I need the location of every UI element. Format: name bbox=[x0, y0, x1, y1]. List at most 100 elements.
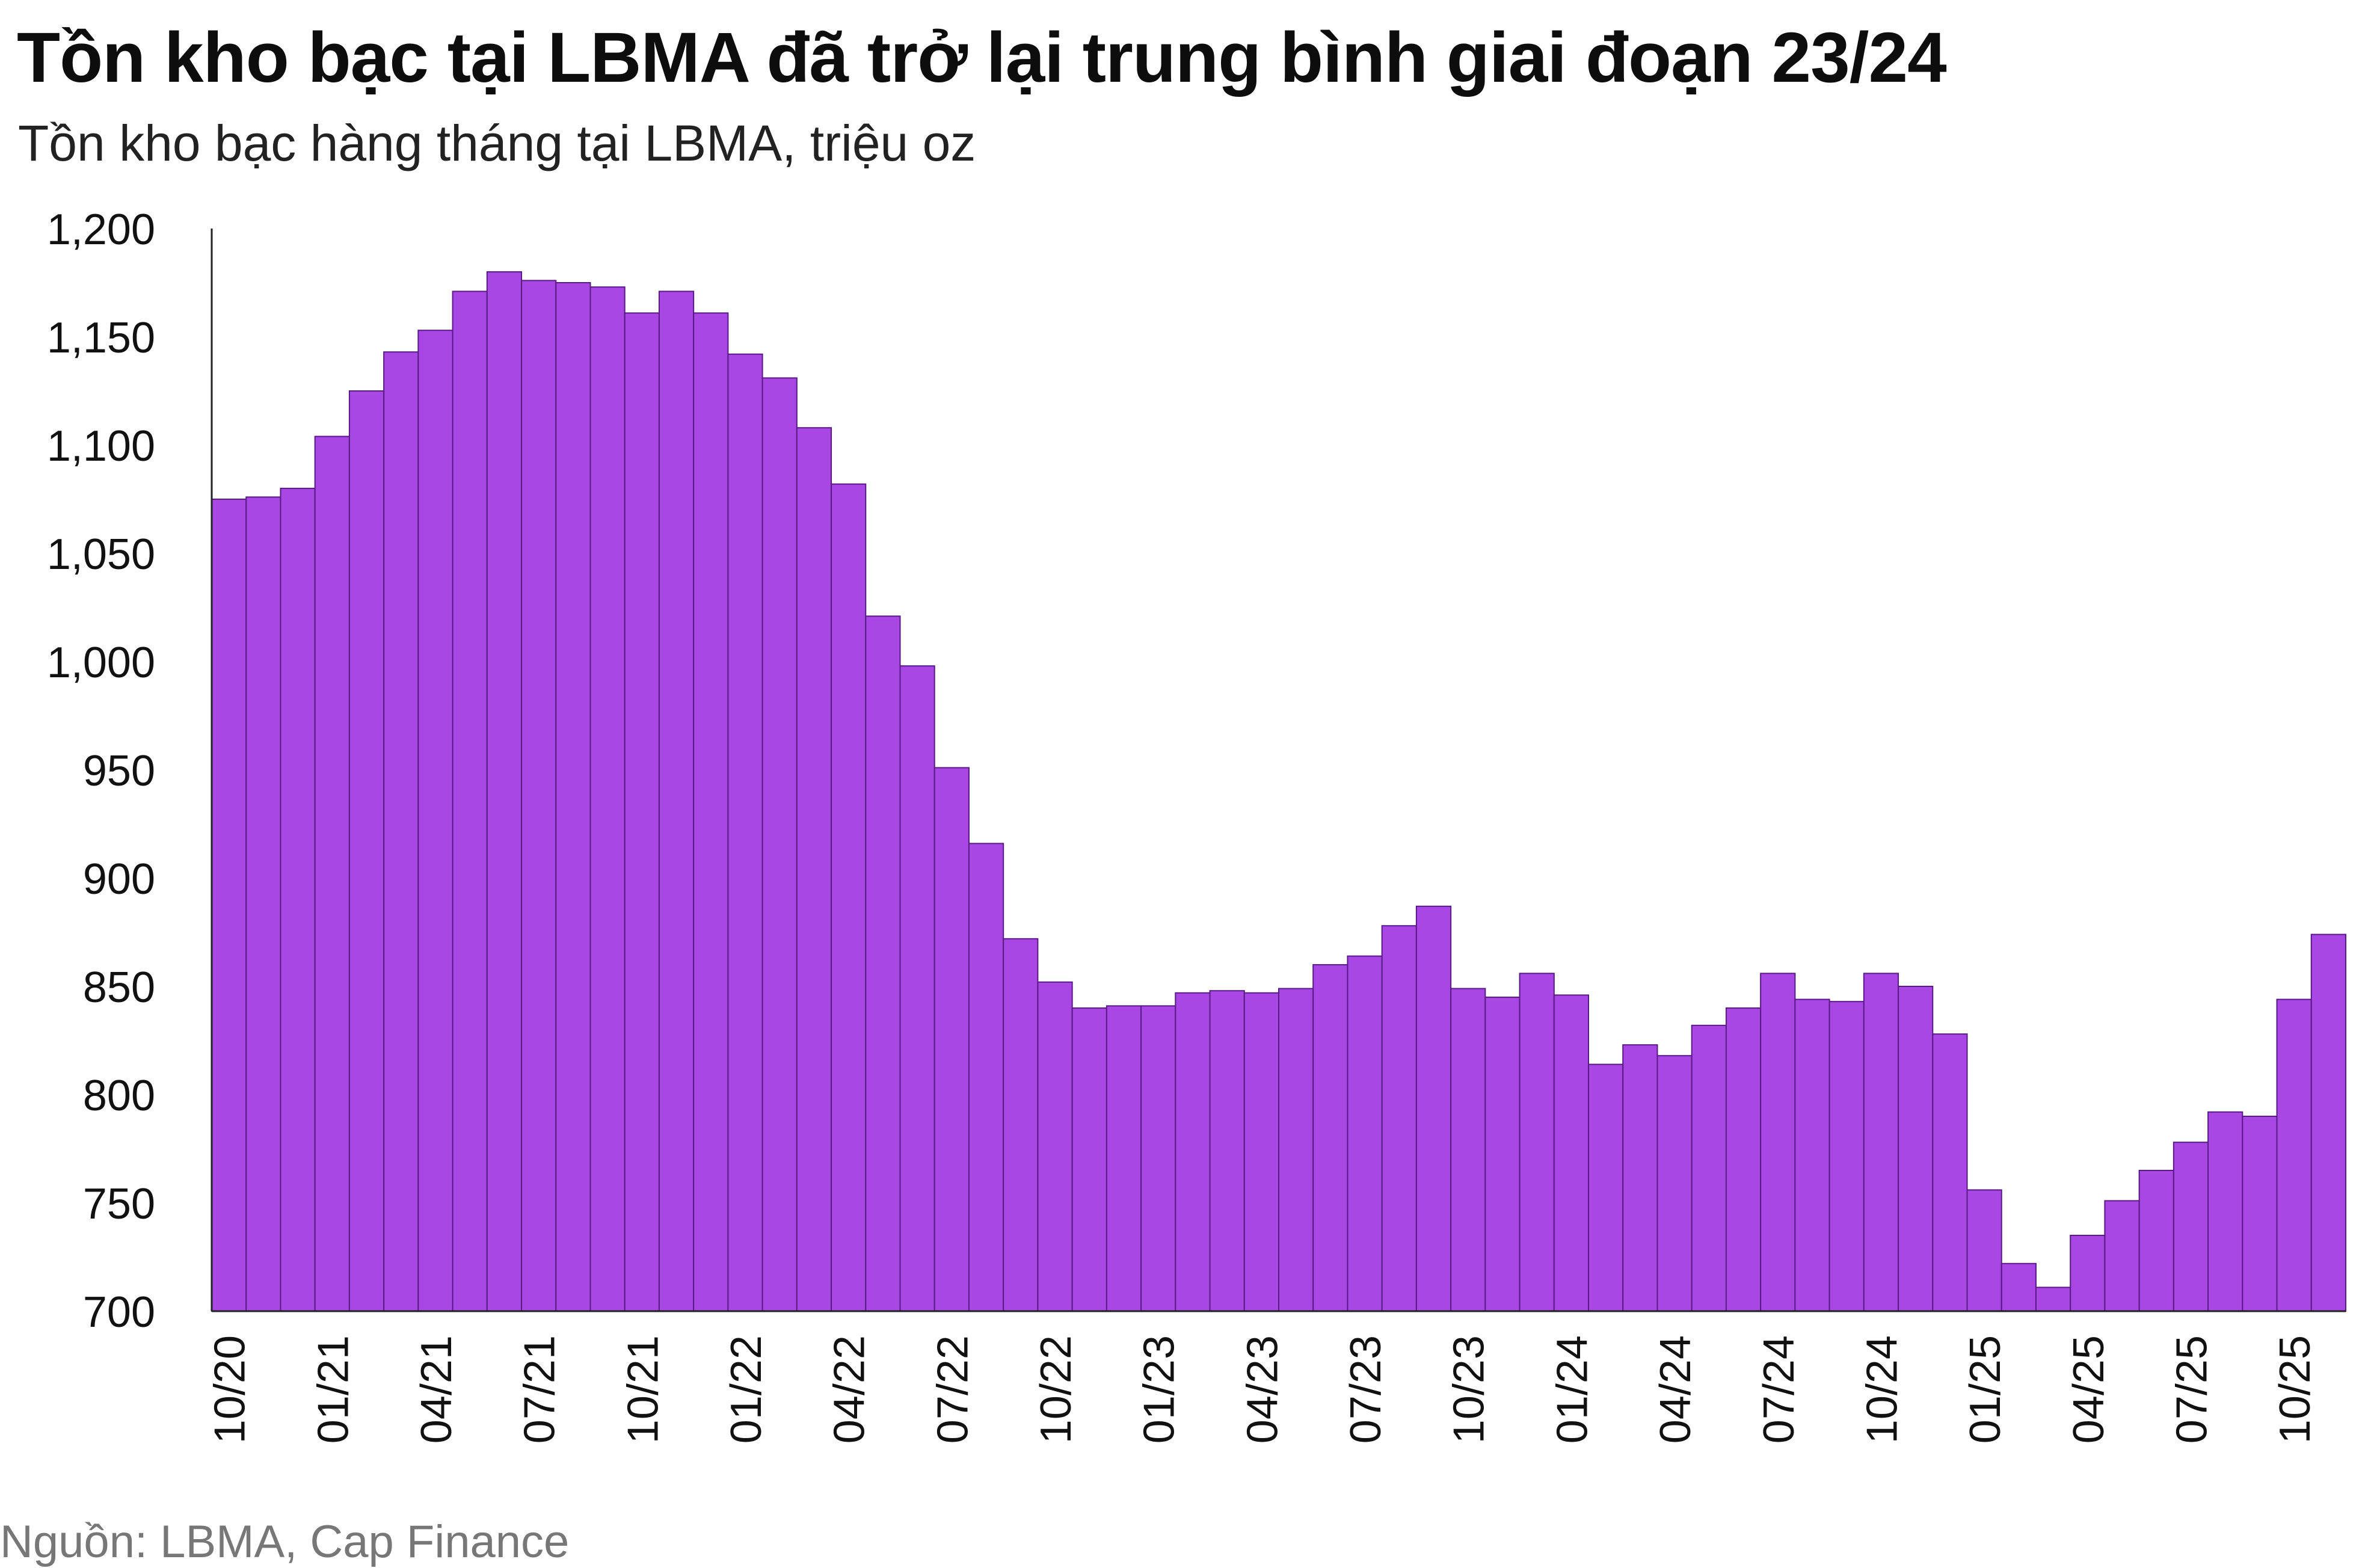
bar bbox=[417, 330, 454, 1312]
bar bbox=[796, 427, 832, 1312]
y-tick-label: 1,150 bbox=[47, 314, 155, 362]
bar bbox=[933, 767, 970, 1312]
bar bbox=[2207, 1111, 2243, 1312]
bar bbox=[2000, 1262, 2037, 1312]
bar bbox=[2035, 1287, 2071, 1312]
bar bbox=[486, 271, 523, 1312]
x-tick-label: 01/21 bbox=[309, 1335, 357, 1443]
bar bbox=[1278, 988, 1314, 1312]
x-tick-label: 01/23 bbox=[1136, 1335, 1184, 1443]
bar bbox=[348, 390, 385, 1312]
y-tick-label: 800 bbox=[83, 1072, 155, 1120]
y-tick-label: 1,100 bbox=[47, 422, 155, 470]
x-tick-label: 10/23 bbox=[1445, 1335, 1493, 1443]
bar bbox=[452, 291, 488, 1312]
bar bbox=[1898, 986, 1934, 1312]
chart-title: Tồn kho bạc tại LBMA đã trở lại trung bì… bbox=[17, 18, 1947, 97]
bar bbox=[1175, 992, 1211, 1312]
bar bbox=[1519, 973, 1555, 1312]
bar bbox=[624, 312, 660, 1312]
y-tick-label: 950 bbox=[83, 747, 155, 795]
bar bbox=[2104, 1200, 2140, 1312]
bar bbox=[383, 351, 419, 1312]
x-tick-label: 07/22 bbox=[929, 1335, 977, 1443]
bar bbox=[1312, 964, 1348, 1312]
y-tick-label: 1,050 bbox=[47, 530, 155, 579]
bar bbox=[211, 499, 247, 1312]
x-tick-label: 10/22 bbox=[1032, 1335, 1080, 1443]
bar bbox=[245, 496, 281, 1312]
bar bbox=[1863, 973, 1899, 1312]
x-tick-label: 07/23 bbox=[1342, 1335, 1390, 1443]
source-note: Nguồn: LBMA, Cap Finance bbox=[0, 1516, 570, 1567]
chart-subtitle: Tồn kho bạc hàng tháng tại LBMA, triệu o… bbox=[18, 115, 976, 171]
bar bbox=[314, 435, 350, 1312]
bar bbox=[1003, 938, 1039, 1312]
bar bbox=[831, 483, 867, 1312]
bar bbox=[658, 291, 695, 1312]
bar bbox=[1794, 998, 1830, 1312]
bar bbox=[1622, 1044, 1658, 1312]
bar bbox=[1588, 1063, 1624, 1312]
bar bbox=[1725, 1007, 1762, 1312]
x-tick-label: 01/24 bbox=[1548, 1335, 1596, 1443]
bars bbox=[211, 271, 2346, 1312]
bar bbox=[727, 353, 763, 1312]
bar bbox=[1450, 988, 1486, 1312]
bar bbox=[1415, 905, 1452, 1312]
bar bbox=[865, 615, 901, 1312]
bar bbox=[2173, 1142, 2209, 1312]
bar bbox=[1209, 990, 1245, 1312]
bar bbox=[1037, 981, 1073, 1312]
bar bbox=[589, 286, 626, 1312]
bar bbox=[1966, 1189, 2002, 1312]
x-tick-label: 10/24 bbox=[1858, 1335, 1906, 1443]
bar bbox=[2310, 933, 2346, 1312]
bar bbox=[1071, 1007, 1107, 1312]
y-axis-ticks: 1,200 1,150 1,100 1,050 1,000 950 900 850 800 750… bbox=[47, 206, 155, 1336]
bar bbox=[1243, 992, 1279, 1312]
x-tick-label: 07/25 bbox=[2168, 1335, 2216, 1443]
x-axis-ticks: 10/20 01/21 04/21 07/21 10/21 01/22 04/22 07/22… bbox=[206, 1335, 2320, 1443]
x-tick-label: 07/24 bbox=[1755, 1335, 1803, 1443]
bar bbox=[1484, 997, 1521, 1312]
bar bbox=[693, 312, 729, 1312]
bar bbox=[1381, 925, 1417, 1312]
y-tick-label: 700 bbox=[83, 1288, 155, 1336]
bar bbox=[1691, 1024, 1727, 1312]
bar bbox=[555, 282, 591, 1312]
x-tick-label: 10/25 bbox=[2271, 1335, 2319, 1443]
bar bbox=[2276, 998, 2312, 1312]
x-tick-label: 04/24 bbox=[1652, 1335, 1700, 1443]
bar bbox=[899, 665, 935, 1312]
bar bbox=[968, 843, 1004, 1312]
x-tick-label: 04/23 bbox=[1238, 1335, 1287, 1443]
bar bbox=[1553, 994, 1590, 1312]
x-tick-label: 04/21 bbox=[413, 1335, 461, 1443]
bar bbox=[280, 488, 316, 1312]
x-tick-label: 04/25 bbox=[2065, 1335, 2113, 1443]
bar bbox=[1932, 1033, 1968, 1312]
bar bbox=[1656, 1055, 1693, 1312]
bar bbox=[1828, 1001, 1865, 1312]
y-tick-label: 1,200 bbox=[47, 206, 155, 254]
x-tick-label: 10/21 bbox=[619, 1335, 667, 1443]
bar bbox=[1106, 1005, 1142, 1312]
x-tick-label: 07/21 bbox=[516, 1335, 564, 1443]
bar bbox=[2242, 1116, 2278, 1312]
bar bbox=[761, 377, 798, 1312]
x-tick-label: 01/25 bbox=[1961, 1335, 2010, 1443]
y-tick-label: 750 bbox=[83, 1180, 155, 1228]
y-tick-label: 1,000 bbox=[47, 639, 155, 687]
bar bbox=[1760, 973, 1796, 1312]
x-tick-label: 01/22 bbox=[722, 1335, 770, 1443]
x-tick-label: 10/20 bbox=[206, 1335, 254, 1443]
y-tick-label: 850 bbox=[83, 964, 155, 1012]
bar bbox=[2138, 1170, 2174, 1312]
bar bbox=[1140, 1005, 1176, 1312]
bar bbox=[2070, 1235, 2106, 1312]
y-tick-label: 900 bbox=[83, 855, 155, 903]
x-tick-label: 04/22 bbox=[826, 1335, 874, 1443]
bar bbox=[521, 280, 557, 1312]
